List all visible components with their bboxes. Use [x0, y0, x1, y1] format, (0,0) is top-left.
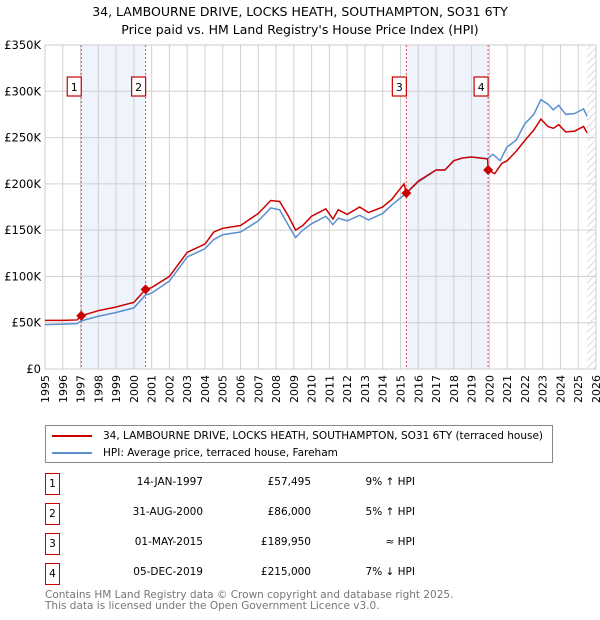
line-chart: 1995 1996 1997 1998 1999 2000 2001 2002 2003 2004… — [4, 38, 600, 403]
x-tick-label: 2021 — [501, 375, 514, 403]
legend-label-hpi: HPI: Average price, terraced house, Fare… — [103, 447, 338, 459]
sale-label-box — [131, 76, 147, 97]
y-tick-label: £300K — [4, 84, 41, 98]
sale-price: £86,000 — [267, 506, 311, 518]
chart-title: 34, LAMBOURNE DRIVE, LOCKS HEATH, SOUTHA… — [92, 4, 508, 19]
sale-row: 1 14-JAN-1997 £57,495 9% ↑ HPI — [45, 473, 445, 497]
x-tick-label: 1996 — [57, 375, 70, 403]
x-tick-label: 2019 — [466, 375, 479, 403]
x-tick-label: 1999 — [110, 375, 123, 403]
sale-period-band — [406, 45, 489, 369]
legend-label-property: 34, LAMBOURNE DRIVE, LOCKS HEATH, SOUTHA… — [103, 430, 544, 442]
sale-number-badge: 2 — [45, 503, 60, 525]
x-tick-label: 2015 — [394, 375, 407, 403]
sale-hpi-comparison: 7% ↓ HPI — [365, 566, 415, 578]
sale-label-box — [473, 76, 489, 97]
y-tick-label: £0 — [26, 362, 41, 376]
sale-date: 01-MAY-2015 — [134, 536, 203, 548]
sale-point — [483, 164, 494, 175]
x-tick-label: 2000 — [128, 375, 141, 403]
sale-number-badge: 3 — [45, 533, 60, 555]
legend-item-property: 34, LAMBOURNE DRIVE, LOCKS HEATH, SOUTHA… — [52, 428, 543, 444]
sale-label-number: 4 — [478, 81, 485, 94]
x-tick-label: 2012 — [341, 375, 354, 403]
legend-swatch-red — [52, 435, 92, 437]
chart-subtitle: Price paid vs. HM Land Registry's House … — [121, 22, 479, 37]
footer-copyright: Contains HM Land Registry data © Crown c… — [45, 589, 454, 601]
x-tick-label: 1995 — [39, 375, 52, 403]
sale-hpi-comparison: ≈ HPI — [385, 536, 415, 548]
property-price-line — [45, 117, 588, 322]
y-tick-label: £100K — [4, 269, 41, 283]
x-tick-label: 2008 — [270, 375, 283, 403]
x-tick-label: 2006 — [235, 375, 248, 403]
x-tick-label: 2010 — [306, 375, 319, 403]
sale-price: £57,495 — [267, 476, 311, 488]
sale-hpi-comparison: 9% ↑ HPI — [365, 476, 415, 488]
y-tick-label: £350K — [4, 38, 41, 52]
legend-item-hpi: HPI: Average price, terraced house, Fare… — [52, 445, 338, 461]
x-tick-label: 2025 — [572, 375, 585, 403]
sale-number-badge: 1 — [45, 473, 60, 495]
sale-label-box — [66, 76, 82, 97]
sale-hpi-comparison: 5% ↑ HPI — [365, 506, 415, 518]
sale-label-box — [391, 76, 407, 97]
x-tick-label: 2017 — [430, 375, 443, 403]
sale-label-number: 1 — [71, 81, 78, 94]
legend-swatch-blue — [52, 452, 92, 454]
x-tick-label: 2020 — [483, 375, 496, 403]
x-tick-label: 2013 — [359, 375, 372, 403]
sale-price: £189,950 — [260, 536, 311, 548]
x-tick-label: 2023 — [537, 375, 550, 403]
sale-row: 2 31-AUG-2000 £86,000 5% ↑ HPI — [45, 503, 445, 527]
x-tick-label: 2002 — [163, 375, 176, 403]
sale-row: 4 05-DEC-2019 £215,000 7% ↓ HPI — [45, 563, 445, 587]
hpi-line — [44, 98, 588, 326]
x-tick-label: 2007 — [252, 375, 265, 403]
sale-number-badge: 4 — [45, 563, 60, 585]
sale-point — [76, 310, 87, 321]
x-tick-label: 1997 — [75, 375, 88, 403]
sale-date: 14-JAN-1997 — [136, 476, 203, 488]
footer-licence: This data is licensed under the Open Gov… — [45, 600, 380, 612]
x-tick-label: 2009 — [288, 375, 301, 403]
sale-point — [401, 188, 412, 199]
x-tick-label: 2022 — [519, 375, 532, 403]
y-tick-label: £50K — [12, 316, 42, 330]
legend: 34, LAMBOURNE DRIVE, LOCKS HEATH, SOUTHA… — [45, 425, 553, 463]
sale-row: 3 01-MAY-2015 £189,950 ≈ HPI — [45, 533, 445, 557]
x-tick-label: 2005 — [217, 375, 230, 403]
sale-price: £215,000 — [260, 566, 311, 578]
x-tick-label: 2026 — [590, 375, 600, 403]
plot-frame — [44, 44, 597, 370]
x-tick-label: 2004 — [199, 375, 212, 403]
x-tick-label: 2024 — [554, 375, 567, 403]
x-tick-label: 2003 — [181, 375, 194, 403]
y-tick-label: £150K — [4, 223, 41, 237]
sale-label-number: 3 — [396, 81, 403, 94]
y-tick-label: £200K — [4, 177, 41, 191]
sale-point — [140, 284, 151, 295]
sale-date: 05-DEC-2019 — [133, 566, 203, 578]
forecast-hatch — [587, 45, 596, 369]
x-tick-label: 2016 — [412, 375, 425, 403]
sale-period-band — [81, 45, 146, 369]
x-tick-label: 2018 — [448, 375, 461, 403]
x-tick-label: 2001 — [146, 375, 159, 403]
x-tick-label: 2011 — [323, 375, 336, 403]
y-tick-label: £250K — [4, 131, 41, 145]
sale-label-number: 2 — [135, 81, 142, 94]
x-tick-label: 2014 — [377, 375, 390, 403]
sale-date: 31-AUG-2000 — [132, 506, 203, 518]
x-tick-label: 1998 — [92, 375, 105, 403]
